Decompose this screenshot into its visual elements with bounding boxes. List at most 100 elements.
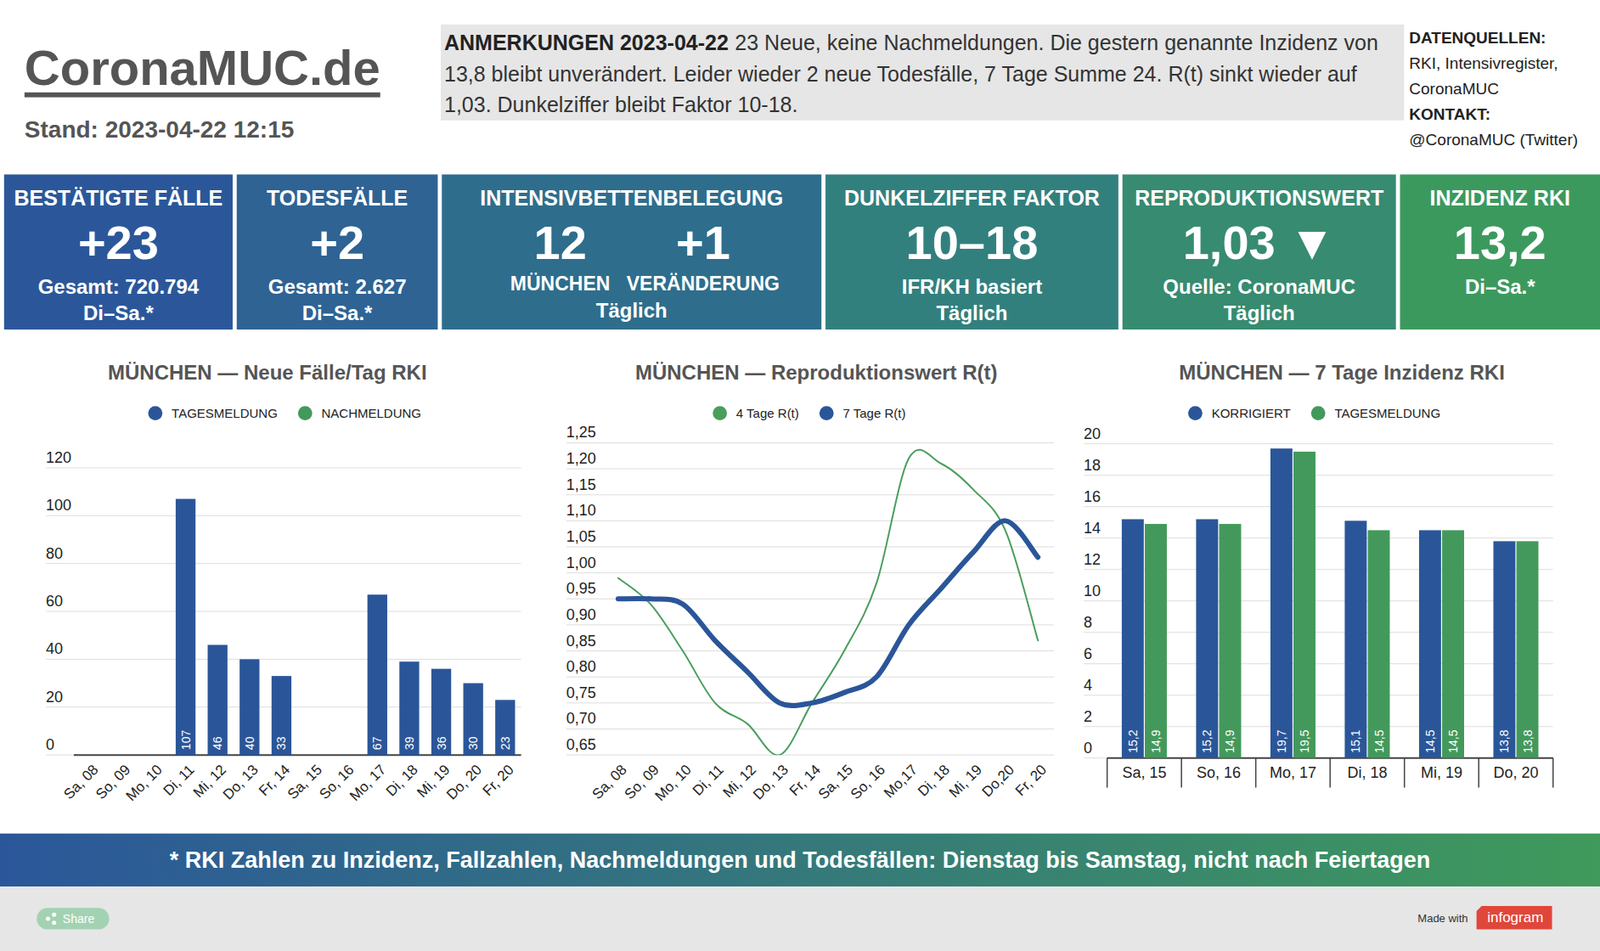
kpi-title: DUNKELZIFFER FAKTOR (844, 185, 1100, 210)
x-tick-label: Fr, 20 (1012, 761, 1050, 800)
tick-label: 1,00 (566, 554, 597, 572)
tick-label: 120 (45, 449, 72, 467)
plot-area (1121, 448, 1539, 759)
data-label: 30 (466, 736, 480, 750)
legend-label: 4 Tage R(t) (736, 405, 800, 421)
bar (1293, 451, 1316, 759)
x-tick-label: Mi, 19 (1420, 764, 1463, 782)
data-label: 36 (434, 736, 449, 750)
x-tick-label: Di, 18 (383, 761, 422, 800)
grid-line (45, 611, 522, 613)
share-icon (51, 912, 57, 918)
kpi-line: Gesamt: 720.794 (38, 275, 200, 299)
tick-label: 16 (1083, 488, 1101, 506)
sources-line: CoronaMUC (1408, 79, 1499, 98)
data-label: 39 (402, 736, 417, 750)
data-label: 107 (179, 730, 193, 751)
x-tick-label: Mo, 10 (123, 761, 166, 805)
chart: MÜNCHEN — Neue Fälle/Tag RKITAGESMELDUNG… (45, 360, 522, 805)
tick-label: 60 (45, 592, 63, 610)
timestamp: Stand: 2023-04-22 12:15 (24, 116, 295, 143)
data-label: 15,2 (1200, 729, 1214, 753)
kpi-line: Täglich (1223, 301, 1296, 325)
x-tick-label: Fr, 20 (479, 761, 518, 800)
bar (1121, 518, 1144, 758)
legend-label: 7 Tage R(t) (842, 405, 906, 421)
footer-note: * RKI Zahlen zu Inzidenz, Fallzahlen, Na… (169, 847, 1431, 874)
x-tick-label: Mo,17 (880, 761, 921, 802)
kpi-box (1122, 174, 1397, 330)
bar (463, 683, 484, 756)
annotation: ANMERKUNGEN 2023-04-2223 Neue, keine Nac… (444, 27, 1399, 121)
grid-line (45, 515, 522, 517)
bar (271, 676, 292, 755)
kpi-box (825, 174, 1119, 330)
kpi-value: 10–18 (906, 215, 1039, 270)
data-label: 13,8 (1497, 729, 1511, 753)
chart: MÜNCHEN — 7 Tage Inzidenz RKIKORRIGIERTT… (1083, 360, 1554, 789)
x-tick-label: Mo, 17 (346, 761, 389, 805)
kpi-line: Di–Sa.* (1464, 275, 1536, 299)
share-label[interactable]: Share (62, 912, 96, 926)
x-axis (73, 754, 522, 756)
sources-label: DATENQUELLEN: (1408, 28, 1546, 47)
data-label: 14,5 (1372, 729, 1386, 753)
grid-line (566, 676, 1054, 678)
share-icon (45, 916, 51, 921)
data-label: 13,8 (1521, 729, 1535, 753)
chart-title: MÜNCHEN — Reproduktionswert R(t) (635, 360, 998, 384)
grid-line (1083, 506, 1554, 508)
legend-marker (147, 405, 163, 421)
legend-label: TAGESMELDUNG (1334, 405, 1441, 421)
data-label: 23 (498, 736, 513, 750)
kpi-value: 1,03 ▼ (1183, 215, 1336, 270)
line (618, 520, 1038, 706)
tick-label: 1,15 (566, 476, 597, 494)
data-label: 40 (242, 736, 257, 750)
plot-area (618, 450, 1038, 756)
kpi-title: REPRODUKTIONSWERT (1134, 185, 1384, 210)
bar (1144, 523, 1167, 759)
x-tick-label: Sa, 08 (589, 761, 631, 803)
x-tick-label: Do, 13 (749, 761, 792, 804)
kpi-value: +1 (676, 215, 731, 270)
bar (175, 499, 196, 756)
tick-label: 8 (1083, 614, 1093, 631)
tick-label: 0,80 (566, 658, 597, 676)
chart: MÜNCHEN — Reproduktionswert R(t) 4 Tage R… (566, 360, 1054, 805)
share-button[interactable]: Share (36, 907, 109, 930)
bar (399, 661, 419, 755)
kpi-line: Quelle: CoronaMUC (1162, 275, 1356, 299)
bar (208, 644, 228, 755)
bar (1368, 529, 1391, 758)
kpi-title: INTENSIVBETTENBELEGUNG (479, 185, 784, 210)
grid-line (566, 442, 1054, 444)
bar (1442, 529, 1465, 758)
tick-label: 18 (1083, 456, 1101, 474)
grid-line (566, 728, 1054, 730)
page: CoronaMUC.de Stand: 2023-04-22 12:15 DATEN… (0, 0, 1600, 951)
tick-label: 0,95 (566, 580, 597, 598)
grid-line (1083, 474, 1554, 476)
annotation-label: ANMERKUNGEN 2023-04-22 (444, 30, 729, 55)
tick-label: 1,25 (566, 423, 597, 441)
kpi-line: Di–Sa.* (83, 301, 154, 325)
x-tick-label: So, 16 (847, 761, 889, 803)
x-tick-label: Di, 18 (1346, 764, 1387, 782)
share-pill[interactable] (36, 907, 109, 930)
tick-label: 40 (45, 640, 63, 658)
data-label: 14,9 (1222, 729, 1237, 753)
tick-label: 1,10 (566, 501, 597, 519)
chart-title: MÜNCHEN — Neue Fälle/Tag RKI (107, 360, 428, 384)
grid-line (566, 572, 1054, 574)
annotation-box (440, 24, 1404, 121)
site-title: CoronaMUC.de (24, 39, 381, 96)
x-tick-label: Di, 11 (689, 761, 727, 800)
category-separator (1477, 758, 1480, 789)
category-separator (1106, 758, 1109, 789)
kpi-line: Gesamt: 2.627 (268, 275, 407, 299)
category-separator (1552, 758, 1555, 789)
tick-label: 6 (1083, 645, 1093, 663)
category-separator (1180, 758, 1183, 789)
x-tick-label: Mi, 19 (946, 761, 986, 801)
